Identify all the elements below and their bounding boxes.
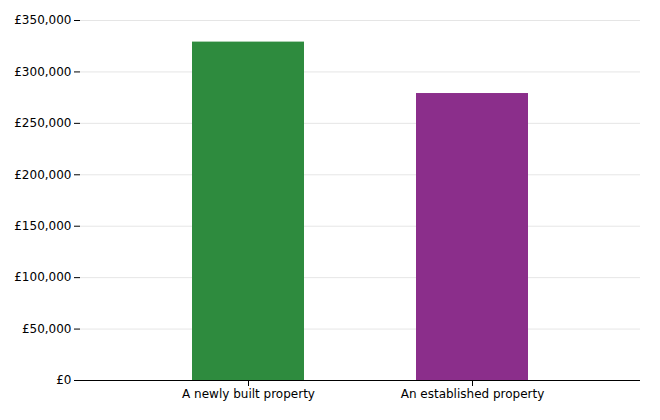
svg-text:£300,000: £300,000 <box>14 65 71 79</box>
svg-text:£200,000: £200,000 <box>14 168 71 182</box>
svg-text:An established property: An established property <box>401 387 545 401</box>
svg-text:£50,000: £50,000 <box>22 322 72 336</box>
svg-text:£350,000: £350,000 <box>14 13 71 27</box>
svg-text:£150,000: £150,000 <box>14 219 71 233</box>
svg-text:A newly built property: A newly built property <box>182 387 315 401</box>
svg-text:£100,000: £100,000 <box>14 270 71 284</box>
svg-text:£250,000: £250,000 <box>14 116 71 130</box>
svg-text:£0: £0 <box>56 373 71 387</box>
